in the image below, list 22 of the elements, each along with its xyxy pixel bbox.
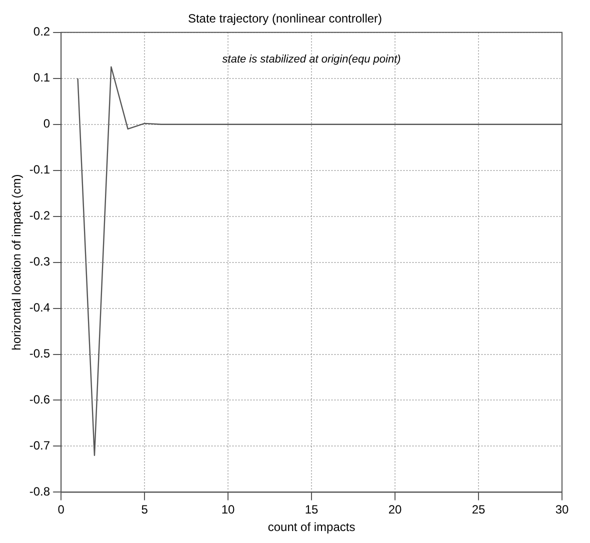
chart-title: State trajectory (nonlinear controller) <box>188 12 382 26</box>
y-tick-label: -0.1 <box>29 162 50 177</box>
x-tick-label: 20 <box>388 502 402 517</box>
x-tick-label: 25 <box>472 502 486 517</box>
x-tick-label: 10 <box>221 502 236 517</box>
y-tick-label: -0.5 <box>29 346 50 361</box>
y-tick-label: -0.2 <box>29 208 50 223</box>
x-tick-label: 30 <box>555 502 569 517</box>
x-tick-label: 0 <box>58 502 65 517</box>
y-tick-label: -0.6 <box>29 392 50 407</box>
y-tick-label: -0.7 <box>29 438 50 453</box>
y-tick-label: -0.3 <box>29 254 50 269</box>
y-tick-label: 0.2 <box>33 24 50 39</box>
annotation: state is stabilized at origin(equ point) <box>222 53 402 66</box>
y-tick-label: 0.1 <box>33 70 50 85</box>
y-axis-title: horizontal location of impact (cm) <box>10 174 24 350</box>
y-tick-label: -0.4 <box>29 300 50 315</box>
x-tick-label: 15 <box>304 502 319 517</box>
x-tick-label: 5 <box>141 502 148 517</box>
x-axis-title: count of impacts <box>268 520 356 534</box>
y-tick-label: 0 <box>43 116 50 131</box>
y-tick-label: -0.8 <box>29 484 50 499</box>
